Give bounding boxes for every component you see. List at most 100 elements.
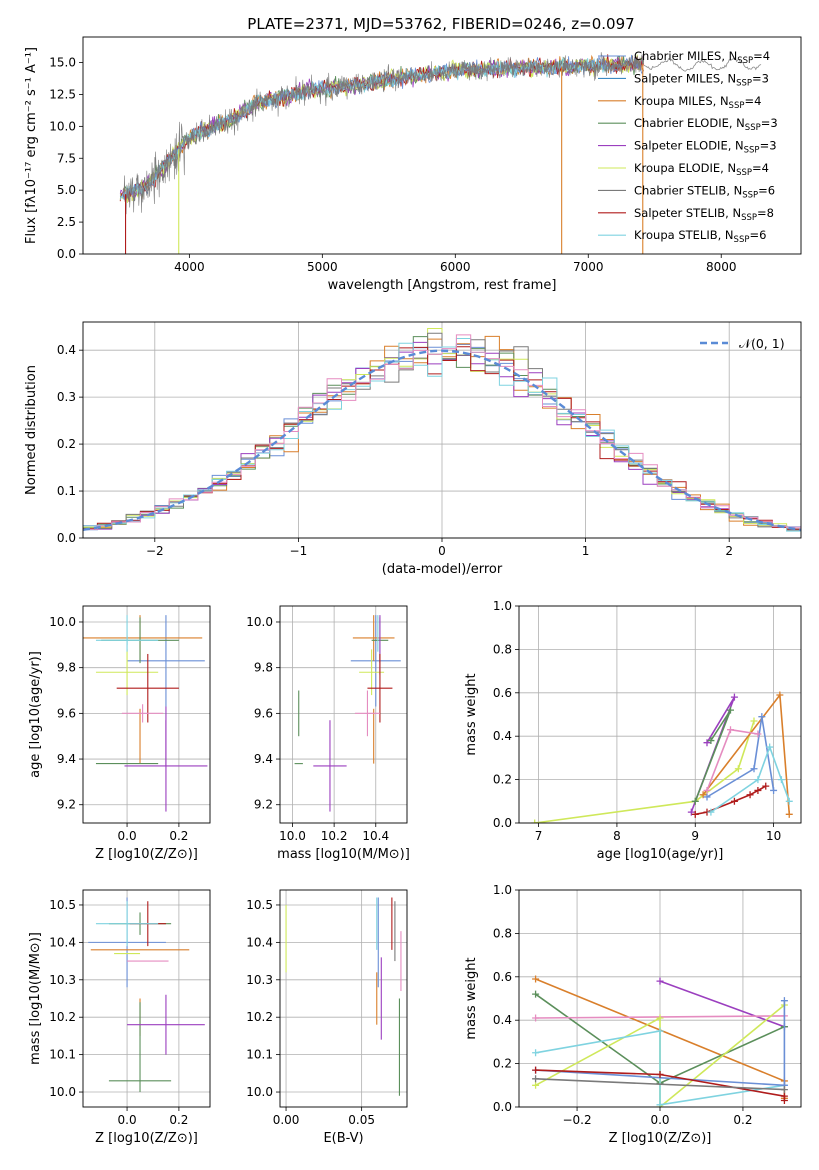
legend-sub: SSP (745, 123, 761, 133)
x-axis-label: E(B-V) (323, 1131, 363, 1146)
y-tick-label: 10.1 (246, 1048, 273, 1062)
legend-text: Chabrier MILES, N (634, 49, 737, 63)
y-tick-label: 0.8 (493, 926, 512, 940)
weight-marker (766, 743, 774, 751)
panel-age_vs_mass: 10.0 10.2 10.4 9.2 9.4 9.6 9.8 10.0 mass [log10(… (246, 605, 410, 862)
y-tick-label: 9.4 (254, 752, 273, 766)
legend-text: Salpeter STELIB, N (634, 206, 741, 220)
x-tick-label: −0.2 (562, 1113, 591, 1127)
y-tick-label: 15.0 (49, 56, 76, 70)
legend-label: Kroupa MILES, NSSP=4 (634, 94, 761, 111)
y-tick-label: 9.2 (57, 798, 76, 812)
y-axis-label: mass weight (464, 957, 479, 1039)
legend-tail: =8 (757, 206, 774, 220)
legend-sub: SSP (742, 190, 758, 200)
y-tick-label: 9.8 (254, 661, 273, 675)
y-tick-label: 5.0 (57, 183, 76, 197)
weight-marker (727, 726, 734, 734)
panel-spectrum: 4000 5000 6000 7000 8000 0.0 2.5 5.0 7.5 10.0 12.5… (24, 36, 802, 293)
weight-marker (730, 693, 738, 701)
panel-mass_vs_ebv: 0.00 0.05 10.0 10.1 10.2 10.3 10.4 10.5 E(B-V) (246, 889, 408, 1146)
weight-marker (532, 990, 540, 998)
x-tick-label: 5000 (307, 260, 338, 274)
y-tick-label: 0.2 (57, 437, 76, 451)
legend-label: Salpeter ELODIE, NSSP=3 (634, 139, 777, 156)
y-tick-label: 9.4 (57, 752, 76, 766)
weight-marker (727, 706, 734, 714)
x-tick-label: 0.0 (650, 1113, 669, 1127)
y-tick-label: 10.0 (49, 1085, 76, 1099)
gaussian-legend-label: 𝒩(0, 1) (739, 336, 785, 351)
x-tick-label: 9 (691, 829, 699, 843)
y-tick-label: 0.6 (493, 970, 512, 984)
y-tick-label: 9.2 (254, 798, 273, 812)
x-tick-label: 4000 (174, 260, 205, 274)
weight-marker (656, 1101, 664, 1107)
legend-text: Salpeter ELODIE, N (634, 139, 744, 153)
y-tick-label: 10.4 (49, 935, 76, 949)
y-tick-label: 0.6 (493, 686, 512, 700)
legend-sub: SSP (741, 213, 757, 223)
y-tick-label: 10.3 (246, 973, 273, 987)
weight-marker (776, 691, 784, 699)
legend-sub: SSP (734, 235, 750, 245)
legend-tail: =3 (760, 139, 777, 153)
weight-marker (532, 1014, 540, 1022)
weight-marker (691, 797, 699, 805)
x-tick-label: 0.0 (118, 829, 137, 843)
y-axis-label: mass [log10(M/M⊙)] (28, 932, 43, 1065)
y-tick-label: 0.4 (493, 1013, 512, 1027)
x-tick-label: 8000 (706, 260, 737, 274)
x-tick-label: 2 (725, 544, 733, 558)
weight-marker (532, 1081, 540, 1089)
y-tick-label: 2.5 (57, 215, 76, 229)
plot-area (83, 615, 208, 812)
legend-tail: =3 (761, 116, 778, 130)
plot-area (119, 52, 762, 254)
figure-title: PLATE=2371, MJD=53762, FIBERID=0246, z=0… (247, 15, 634, 33)
legend-sub: SSP (736, 168, 752, 178)
weight-line (534, 720, 755, 823)
y-tick-label: 0.4 (493, 729, 512, 743)
spectrum-data-tail (643, 58, 762, 72)
legend-sub: SSP (737, 56, 753, 66)
x-tick-label: 6000 (440, 260, 471, 274)
legend-label: Salpeter MILES, NSSP=3 (634, 71, 769, 88)
y-tick-label: 0.4 (57, 343, 76, 357)
weight-marker (780, 1096, 788, 1104)
legend-label: Chabrier MILES, NSSP=4 (634, 49, 770, 66)
y-tick-label: 9.6 (254, 706, 273, 720)
x-axis-label: Z [log10(Z/Z⊙)] (95, 847, 198, 862)
weight-marker (707, 737, 715, 745)
y-tick-label: 10.2 (246, 1010, 273, 1024)
x-tick-label: 10 (766, 829, 781, 843)
weight-marker (730, 797, 738, 805)
y-tick-label: 1.0 (493, 599, 512, 613)
panel-age_vs_Z: 0.0 0.2 9.2 9.4 9.6 9.8 10.0 Z [log10(Z/Z⊙)] age… (28, 605, 211, 862)
y-tick-label: 10.5 (49, 898, 76, 912)
y-tick-label: 10.0 (49, 119, 76, 133)
y-tick-label: 0.8 (493, 642, 512, 656)
x-axis-label: mass [log10(M/M⊙)] (277, 847, 410, 862)
x-axis-label: wavelength [Angstrom, rest frame] (328, 278, 557, 293)
x-tick-label: 0.0 (118, 1113, 137, 1127)
y-tick-label: 10.0 (246, 615, 273, 629)
weight-marker (656, 1014, 664, 1022)
y-axis-label: age [log10(age/yr)] (28, 651, 43, 778)
x-tick-label: −2 (146, 544, 164, 558)
grid (280, 890, 407, 1107)
weight-marker (754, 786, 762, 794)
x-tick-label: 10.0 (279, 829, 306, 843)
legend-text: Chabrier ELODIE, N (634, 116, 745, 130)
legend-label: Kroupa STELIB, NSSP=6 (634, 228, 766, 245)
panel-residuals: −2 −1 0 1 2 0.0 0.1 0.2 0.3 0.4 (data-model)/error… (24, 321, 802, 577)
grid (83, 606, 210, 823)
weight-marker (656, 1070, 664, 1078)
y-tick-label: 9.6 (57, 706, 76, 720)
weight-marker (691, 810, 699, 818)
panel-massweight_vs_Z: −0.2 0.0 0.2 0.0 0.2 0.4 0.6 0.8 1.0 Z [log10(Z/Z… (464, 883, 802, 1146)
legend-sub: SSP (729, 101, 745, 111)
weight-marker (532, 1075, 540, 1083)
y-tick-label: 10.4 (246, 935, 273, 949)
